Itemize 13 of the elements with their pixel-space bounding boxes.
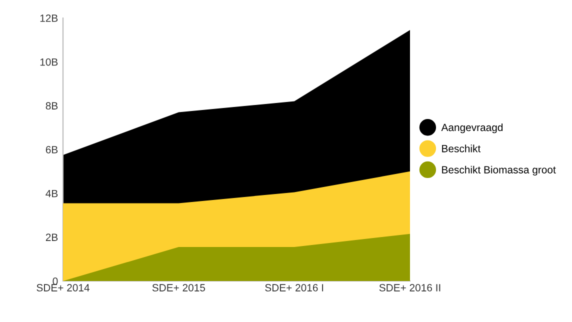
x-tick-label: SDE+ 2016 I bbox=[265, 284, 324, 292]
y-tick-label: 8B bbox=[46, 102, 58, 110]
y-tick-label: 4B bbox=[46, 190, 58, 198]
x-tick-label: SDE+ 2014 bbox=[36, 284, 90, 292]
legend-label: Beschikt Biomassa groot bbox=[442, 166, 556, 176]
legend-label: Aangevraagd bbox=[441, 123, 503, 134]
y-tick-label: 2B bbox=[46, 234, 58, 241]
x-tick-label: SDE+ 2015 bbox=[152, 284, 206, 292]
y-tick-label: 10B bbox=[40, 58, 58, 66]
y-tick-label: 6B bbox=[46, 146, 58, 154]
y-tick-label: 12B bbox=[40, 14, 58, 22]
legend-label: Beschikt bbox=[442, 144, 481, 152]
x-tick-label: SDE+ 2016 II bbox=[379, 284, 440, 292]
